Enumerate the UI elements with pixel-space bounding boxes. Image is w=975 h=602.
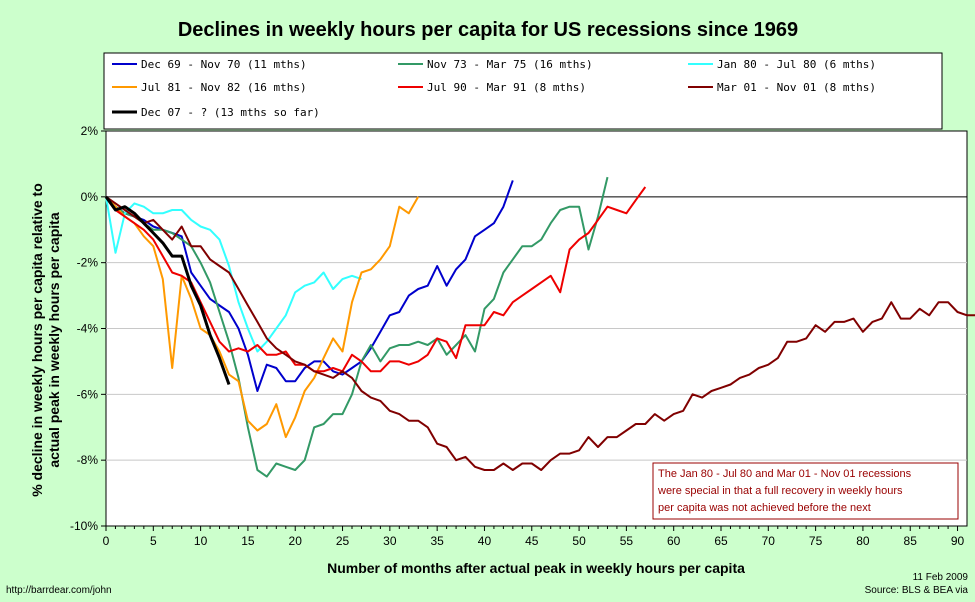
x-tick-label: 90 bbox=[951, 534, 965, 548]
x-tick-label: 0 bbox=[103, 534, 110, 548]
x-tick-label: 55 bbox=[620, 534, 634, 548]
legend-box bbox=[103, 52, 943, 130]
footer-date: 11 Feb 2009 bbox=[913, 572, 969, 583]
x-tick-label: 5 bbox=[150, 534, 157, 548]
x-tick-label: 10 bbox=[194, 534, 208, 548]
x-tick-label: 25 bbox=[336, 534, 350, 548]
x-tick-label: 65 bbox=[714, 534, 728, 548]
x-tick-label: 85 bbox=[904, 534, 918, 548]
x-tick-label: 80 bbox=[856, 534, 870, 548]
footer-source: Source: BLS & BEA via bbox=[865, 585, 969, 596]
y-tick-label: -10% bbox=[70, 519, 98, 533]
series-line-4 bbox=[105, 196, 420, 439]
x-tick-label: 15 bbox=[241, 534, 255, 548]
y-tick-label: -6% bbox=[77, 387, 99, 401]
y-axis-label: % decline in weekly hours per capita rel… bbox=[29, 183, 62, 497]
legend-entry-1: Dec 69 - Nov 70 (11 mths) bbox=[141, 58, 307, 71]
legend: Dec 69 - Nov 70 (11 mths) Nov 73 - Mar 75… bbox=[103, 52, 943, 130]
x-axis-label: Number of months after actual peak in we… bbox=[327, 560, 745, 576]
x-tick-label: 20 bbox=[289, 534, 303, 548]
footer-url: http://barrdear.com/john bbox=[6, 585, 112, 596]
x-tick-label: 60 bbox=[667, 534, 681, 548]
x-tick-label: 45 bbox=[525, 534, 539, 548]
legend-entry-7: Dec 07 - ? (13 mths so far) bbox=[141, 106, 320, 119]
legend-entry-6: Mar 01 - Nov 01 (8 mths) bbox=[717, 81, 876, 94]
legend-entry-5: Jul 90 - Mar 91 (8 mths) bbox=[427, 81, 586, 94]
legend-entry-4: Jul 81 - Nov 82 (16 mths) bbox=[141, 81, 307, 94]
y-tick-label: -4% bbox=[77, 322, 99, 336]
series-line-3 bbox=[105, 196, 362, 353]
x-tick-label: 40 bbox=[478, 534, 492, 548]
series-lines bbox=[104, 176, 975, 478]
series-line-6 bbox=[105, 195, 975, 471]
x-tick-label: 30 bbox=[383, 534, 397, 548]
gridlines bbox=[106, 196, 967, 461]
annotation: The Jan 80 - Jul 80 and Mar 01 - Nov 01 … bbox=[652, 462, 959, 520]
legend-entry-3: Jan 80 - Jul 80 (6 mths) bbox=[717, 58, 876, 71]
annotation-box bbox=[652, 462, 959, 520]
y-axis-label-line-1: % decline in weekly hours per capita rel… bbox=[29, 183, 45, 497]
axis-ticks: 2% 0% -2% -4% -6% -8% -10% 0 5 10 15 20 25 30 35 40 45 50… bbox=[70, 124, 965, 548]
x-tick-label: 50 bbox=[572, 534, 586, 548]
x-tick-label: 35 bbox=[430, 534, 444, 548]
legend-entry-2: Nov 73 - Mar 75 (16 mths) bbox=[427, 58, 593, 71]
annotation-line-1: The Jan 80 - Jul 80 and Mar 01 - Nov 01 … bbox=[658, 468, 912, 480]
x-tick-label: 70 bbox=[762, 534, 776, 548]
y-tick-label: 0% bbox=[81, 190, 99, 204]
y-tick-label: -8% bbox=[77, 453, 99, 467]
annotation-line-2: were special in that a full recovery in … bbox=[657, 485, 903, 497]
y-tick-label: 2% bbox=[81, 124, 99, 138]
y-axis-label-line-2: actual peak in weekly hours per capita bbox=[46, 212, 62, 467]
x-tick-label: 75 bbox=[809, 534, 823, 548]
series-line-7 bbox=[104, 195, 231, 386]
annotation-line-3: per capita was not achieved before the n… bbox=[658, 502, 871, 514]
chart-title: Declines in weekly hours per capita for … bbox=[178, 19, 798, 41]
y-tick-label: -2% bbox=[77, 256, 99, 270]
